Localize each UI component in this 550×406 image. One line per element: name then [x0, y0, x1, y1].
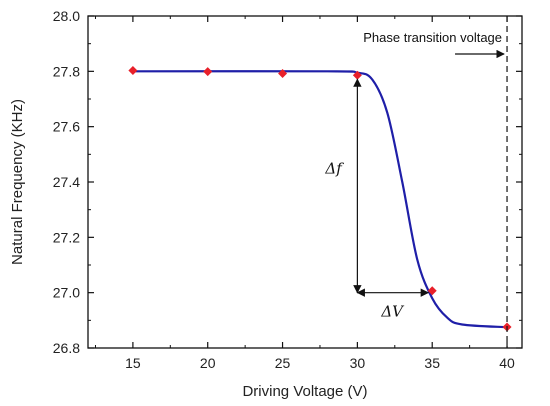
y-tick-label: 27.8	[53, 63, 80, 79]
delta-v-label: ΔV	[380, 303, 405, 321]
x-tick-label: 20	[200, 355, 216, 371]
x-tick-label: 40	[499, 355, 515, 371]
x-axis-title: Driving Voltage (V)	[242, 383, 367, 400]
data-point-marker	[278, 69, 288, 79]
y-tick-label: 27.4	[53, 174, 80, 190]
y-tick-label: 26.8	[53, 340, 80, 356]
phase-transition-label: Phase transition voltage	[363, 30, 502, 45]
x-tick-label: 15	[125, 355, 141, 371]
y-tick-label: 27.6	[53, 119, 80, 135]
tick-layer: 15 20 25 30 35 40 26.8 27.0 27.2 27.4 27.6 27.8 28.0	[53, 8, 522, 371]
y-axis-title: Natural Frequency (KHz)	[9, 99, 26, 265]
fit-curve-layer	[132, 70, 508, 329]
x-tick-label: 25	[275, 355, 291, 371]
data-point-marker	[128, 66, 138, 76]
x-tick-label: 35	[424, 355, 440, 371]
plot-frame	[87, 15, 523, 349]
delta-f-label: Δf	[324, 160, 344, 178]
data-point-marker	[203, 67, 213, 77]
annotation-layer	[353, 16, 508, 348]
x-tick-label: 30	[350, 355, 366, 371]
fit-curve-line	[132, 70, 508, 329]
y-tick-label: 28.0	[53, 8, 80, 24]
data-point-marker	[427, 286, 437, 296]
data-point-layer	[128, 66, 512, 332]
data-point-marker	[352, 70, 362, 80]
y-tick-label: 27.0	[53, 285, 80, 301]
y-tick-label: 27.2	[53, 229, 80, 245]
